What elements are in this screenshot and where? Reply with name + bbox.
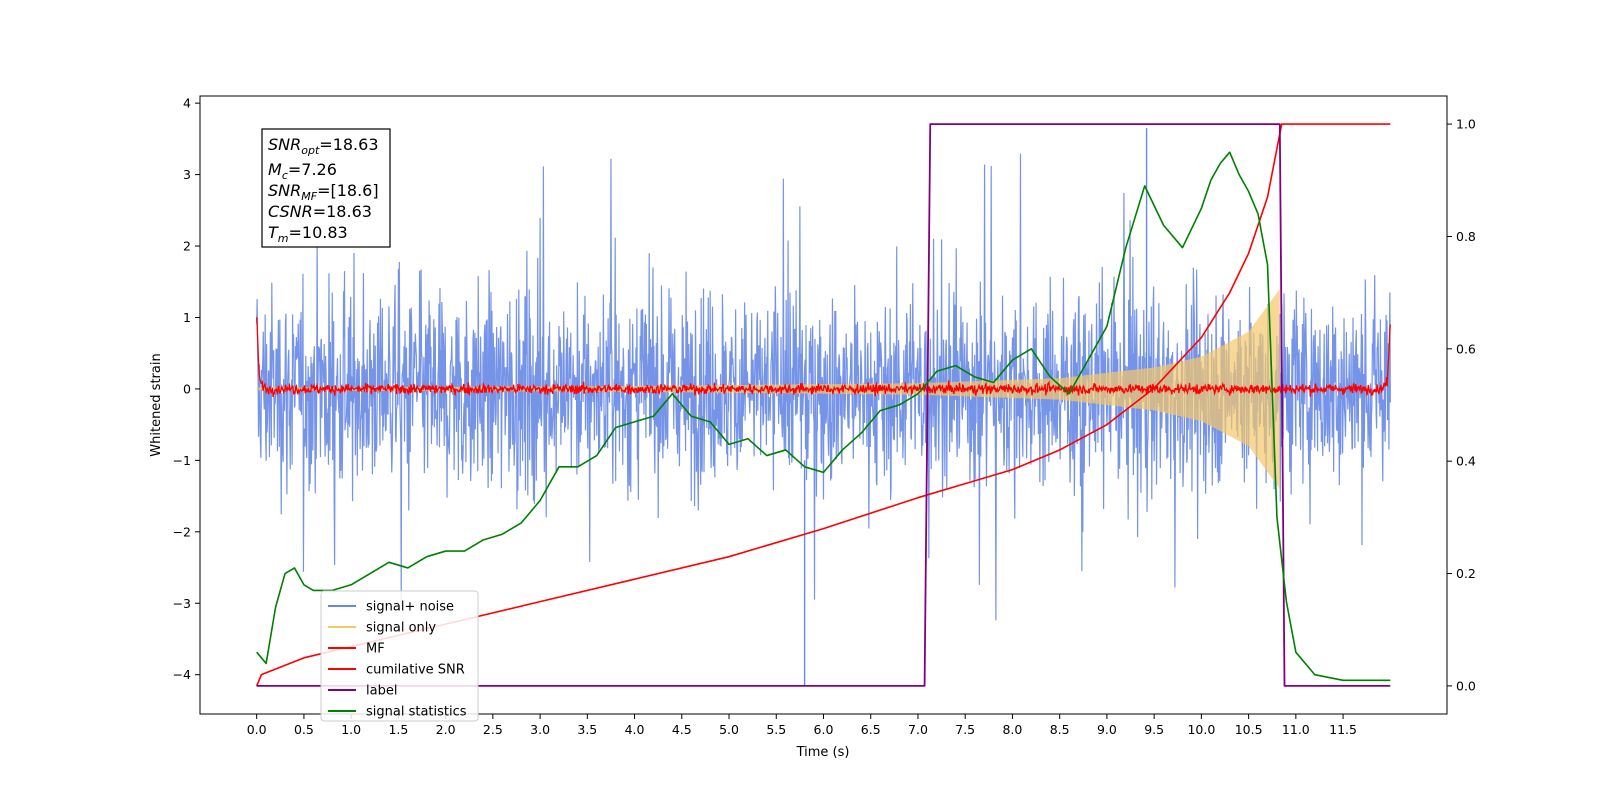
x-tick-label: 11.0 bbox=[1282, 722, 1310, 737]
info-snr-opt: SNRopt=18.63 bbox=[268, 135, 379, 157]
x-tick-label: 5.5 bbox=[766, 722, 786, 737]
y2-tick-label: 0.4 bbox=[1456, 454, 1476, 469]
x-tick-label: 7.5 bbox=[955, 722, 975, 737]
y-tick-label: 3 bbox=[183, 167, 191, 182]
y-axis-label: Whitened strain bbox=[149, 353, 164, 456]
x-tick-label: 1.5 bbox=[388, 722, 408, 737]
info-snr-mf: SNRMF=[18.6] bbox=[268, 181, 379, 203]
x-tick-label: 4.5 bbox=[672, 722, 692, 737]
y-tick-label: −1 bbox=[173, 453, 191, 468]
x-tick-label: 10.5 bbox=[1235, 722, 1263, 737]
x-tick-label: 3.0 bbox=[530, 722, 550, 737]
x-tick-label: 2.0 bbox=[436, 722, 456, 737]
info-box-frame bbox=[261, 128, 391, 248]
x-tick-label: 8.0 bbox=[1002, 722, 1022, 737]
legend-label-cumulative-snr: cumilative SNR bbox=[366, 663, 465, 678]
legend-label-mf: MF bbox=[366, 642, 385, 657]
y-tick-label: −4 bbox=[173, 667, 191, 682]
x-tick-label: 7.0 bbox=[908, 722, 928, 737]
y-tick-label: 0 bbox=[183, 381, 191, 396]
series-signal-statistics bbox=[256, 151, 1391, 682]
info-csnr: CSNR=18.63 bbox=[268, 202, 372, 221]
ticks: 0.0 0.5 1.0 1.5 2.0 2.5 3.0 3.5 4.0 4.5 5.0 5.5 6.0 6… bbox=[173, 96, 1476, 737]
legend-label-signal-only: signal only bbox=[366, 621, 436, 636]
x-tick-label: 5.0 bbox=[719, 722, 739, 737]
legend: signal+ noise signal only MF cumilative … bbox=[320, 590, 479, 722]
y-tick-label: 2 bbox=[183, 239, 191, 254]
x-tick-label: 4.0 bbox=[625, 722, 645, 737]
y2-tick-label: 0.0 bbox=[1456, 678, 1476, 693]
legend-label-signal-noise: signal+ noise bbox=[366, 600, 454, 615]
info-mc: Mc=7.26 bbox=[268, 160, 337, 182]
legend-label-label: label bbox=[366, 684, 397, 699]
x-tick-label: 9.0 bbox=[1097, 722, 1117, 737]
x-tick-label: 9.5 bbox=[1144, 722, 1164, 737]
x-tick-label: 1.0 bbox=[341, 722, 361, 737]
x-tick-label: 6.0 bbox=[814, 722, 834, 737]
info-box: SNRopt=18.63 Mc=7.26 SNRMF=[18.6] CSNR=1… bbox=[261, 128, 391, 248]
legend-label-signal-statistics: signal statistics bbox=[366, 705, 467, 720]
x-tick-label: 10.0 bbox=[1187, 722, 1215, 737]
x-tick-label: 0.0 bbox=[247, 722, 267, 737]
series-mf bbox=[256, 317, 1391, 397]
y-tick-label: 1 bbox=[183, 310, 191, 325]
y-tick-label: 4 bbox=[183, 96, 191, 111]
plot-area bbox=[255, 123, 1391, 687]
legend-frame bbox=[320, 590, 479, 722]
y2-tick-label: 0.2 bbox=[1456, 566, 1476, 581]
y-tick-label: −2 bbox=[173, 524, 191, 539]
y2-tick-label: 0.6 bbox=[1456, 341, 1476, 356]
x-tick-label: 3.5 bbox=[577, 722, 597, 737]
y-tick-label: −3 bbox=[173, 596, 191, 611]
x-tick-label: 0.5 bbox=[294, 722, 314, 737]
x-tick-label: 2.5 bbox=[483, 722, 503, 737]
y2-tick-label: 0.8 bbox=[1456, 229, 1476, 244]
series-label bbox=[256, 123, 1391, 687]
info-tm: Tm=10.83 bbox=[268, 223, 348, 245]
x-tick-label: 6.5 bbox=[861, 722, 881, 737]
x-tick-label: 11.5 bbox=[1329, 722, 1357, 737]
x-tick-label: 8.5 bbox=[1050, 722, 1070, 737]
y2-tick-label: 1.0 bbox=[1456, 117, 1476, 132]
x-axis-label: Time (s) bbox=[796, 745, 850, 760]
